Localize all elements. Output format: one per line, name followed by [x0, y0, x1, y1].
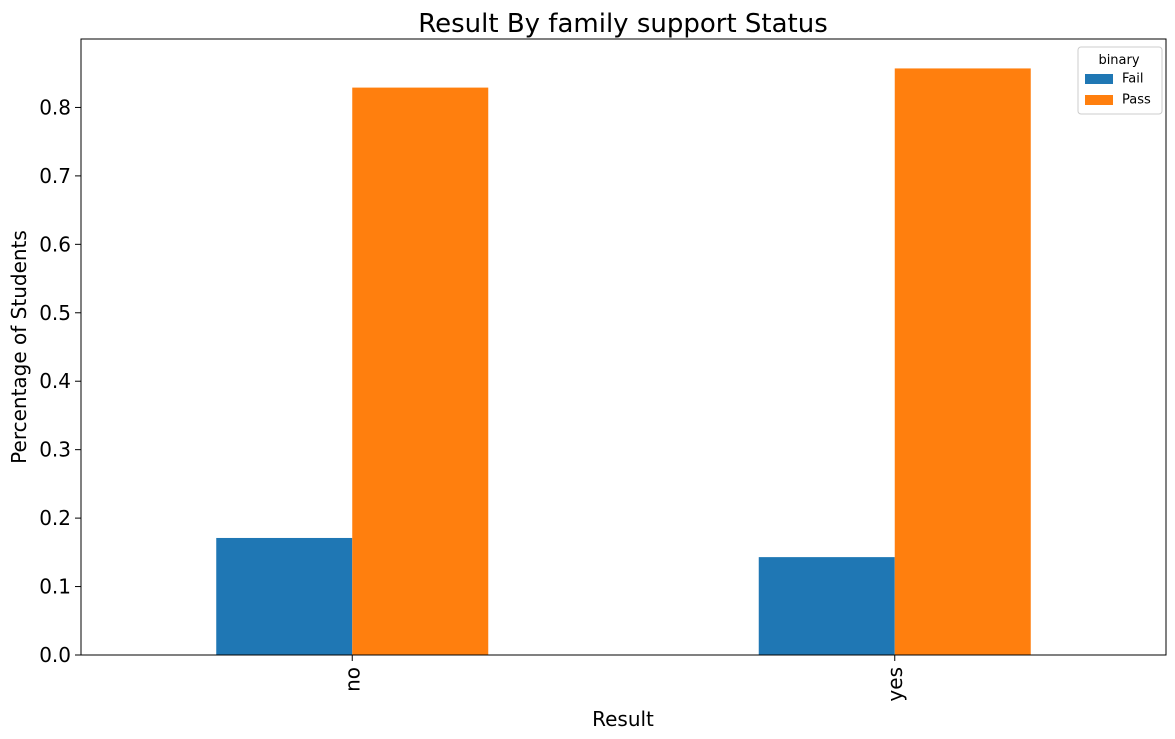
y-tick-label: 0.4 — [39, 369, 71, 393]
x-axis-label: Result — [592, 707, 654, 731]
plot-frame — [80, 38, 1167, 656]
legend: binary Fail Pass — [1077, 46, 1163, 115]
bar-fail-yes — [758, 557, 895, 655]
bar-pass-no — [352, 87, 489, 655]
legend-swatch-fail — [1085, 74, 1113, 84]
bar-fail-no — [216, 537, 353, 655]
y-tick-label: 0.5 — [39, 301, 71, 325]
y-axis-label: Percentage of Students — [7, 230, 31, 464]
chart-title: Result By family support Status — [418, 9, 828, 39]
legend-swatch-pass — [1085, 95, 1113, 105]
y-tick-label: 0.8 — [39, 95, 71, 119]
bar-pass-yes — [894, 68, 1031, 656]
x-tick-label: no — [340, 667, 364, 692]
y-tick-label: 0.7 — [39, 164, 71, 188]
y-tick-label: 0.1 — [39, 575, 71, 599]
plot-area: no yes 0.0 0.1 0.2 0.3 0.4 0.5 0.6 0.7 0.8 — [39, 38, 1167, 702]
legend-label-pass: Pass — [1122, 93, 1151, 108]
legend-items: Fail Pass — [1085, 72, 1151, 108]
y-tick-label: 0.0 — [39, 643, 71, 667]
y-tick-label: 0.6 — [39, 232, 71, 256]
y-tick-label: 0.3 — [39, 438, 71, 462]
legend-title: binary — [1098, 53, 1139, 68]
y-tick-label: 0.2 — [39, 506, 71, 530]
x-tick-label: yes — [883, 667, 907, 702]
legend-label-fail: Fail — [1122, 72, 1143, 87]
